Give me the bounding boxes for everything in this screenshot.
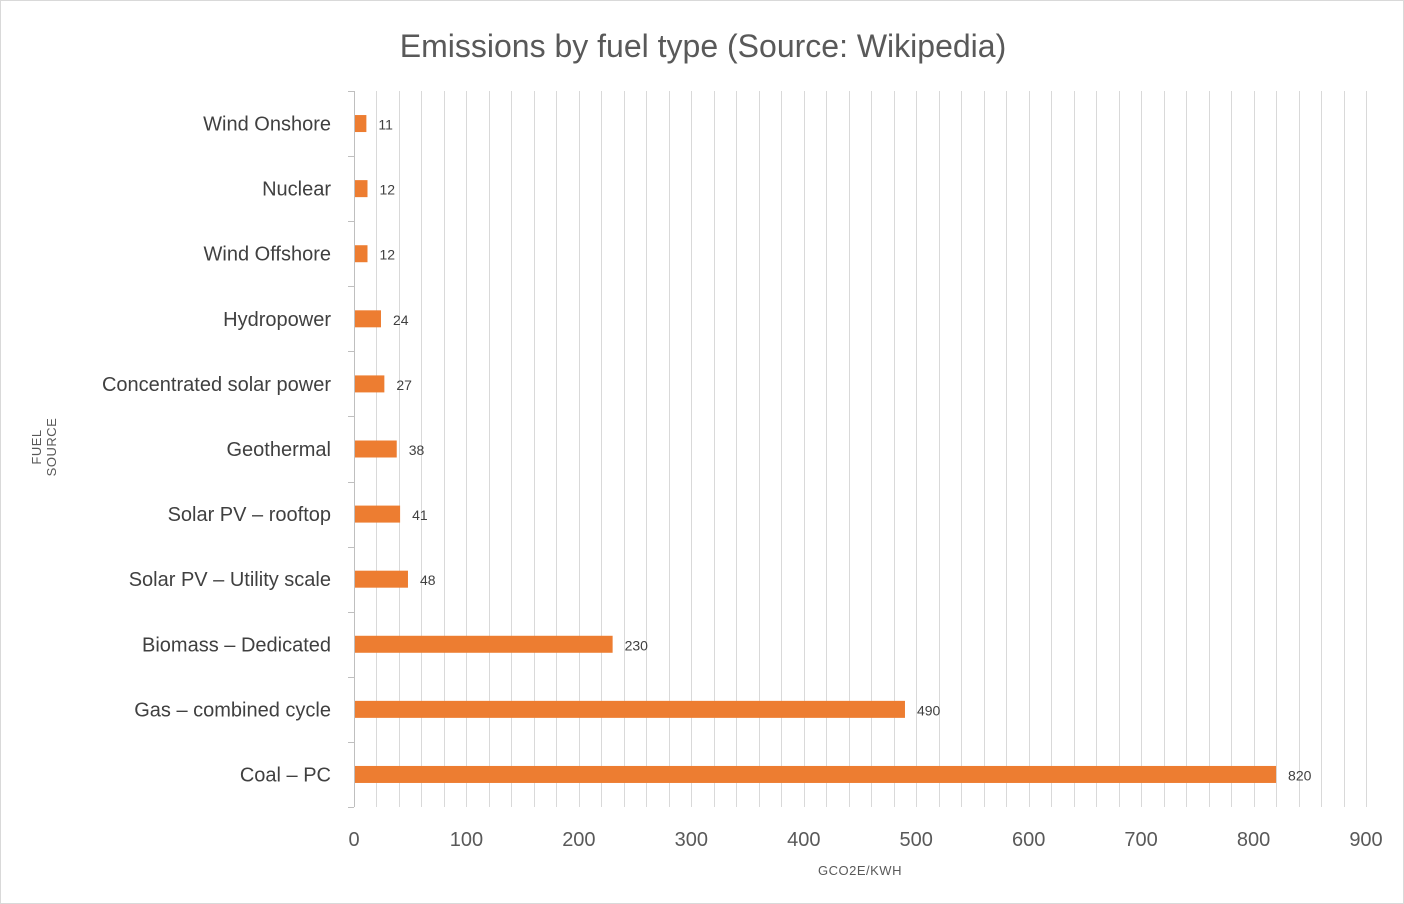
x-tick-label: 300 xyxy=(675,829,708,851)
bar xyxy=(355,765,1277,783)
bar xyxy=(355,310,381,328)
data-label: 490 xyxy=(917,702,941,718)
category-label: Hydropower xyxy=(223,309,331,331)
x-tick-label: 400 xyxy=(787,829,820,851)
y-axis-title: FUEL SOURCE xyxy=(29,418,59,477)
data-label: 230 xyxy=(625,637,649,653)
x-tick-label: 700 xyxy=(1124,829,1157,851)
data-label: 12 xyxy=(379,182,395,198)
x-tick-label: 0 xyxy=(348,829,359,851)
bar xyxy=(355,245,368,263)
category-label: Biomass – Dedicated xyxy=(142,634,331,656)
category-label: Concentrated solar power xyxy=(102,374,331,396)
x-tick-label: 800 xyxy=(1237,829,1270,851)
data-label: 820 xyxy=(1288,767,1312,783)
axes xyxy=(348,91,355,808)
bar xyxy=(355,570,408,588)
x-tick-label: 600 xyxy=(1012,829,1045,851)
bars xyxy=(355,115,1277,783)
category-label: Gas – combined cycle xyxy=(134,699,331,721)
category-label: Nuclear xyxy=(262,179,331,201)
x-tick-label: 500 xyxy=(900,829,933,851)
y-axis-title-line: FUEL xyxy=(29,429,44,464)
x-tick-label: 900 xyxy=(1349,829,1382,851)
bar xyxy=(355,635,613,653)
x-tick-label: 100 xyxy=(450,829,483,851)
data-label: 24 xyxy=(393,312,409,328)
category-label: Wind Offshore xyxy=(204,244,331,266)
x-axis-title: GCO2E/KWH xyxy=(818,863,902,878)
data-label: 48 xyxy=(420,572,436,588)
category-label: Wind Onshore xyxy=(203,114,331,136)
bar xyxy=(355,115,367,133)
data-label: 27 xyxy=(396,377,412,393)
bar xyxy=(355,505,401,523)
chart-title: Emissions by fuel type (Source: Wikipedi… xyxy=(400,28,1006,64)
data-label: 11 xyxy=(378,117,393,133)
data-label: 41 xyxy=(412,507,428,523)
y-axis-title-line: SOURCE xyxy=(44,418,59,477)
category-label: Solar PV – Utility scale xyxy=(129,569,331,591)
bar xyxy=(355,440,397,458)
bar xyxy=(355,180,368,198)
gridlines xyxy=(376,91,1367,807)
bar xyxy=(355,375,385,393)
category-label: Geothermal xyxy=(227,439,332,461)
data-label: 12 xyxy=(379,247,395,263)
labels: Wind Onshore 11 Nuclear 12 Wind Offshore 12 Hy… xyxy=(102,114,1383,851)
category-label: Coal – PC xyxy=(240,764,331,786)
x-tick-label: 200 xyxy=(562,829,595,851)
bar xyxy=(355,700,905,718)
data-label: 38 xyxy=(409,442,425,458)
category-label: Solar PV – rooftop xyxy=(168,504,331,526)
